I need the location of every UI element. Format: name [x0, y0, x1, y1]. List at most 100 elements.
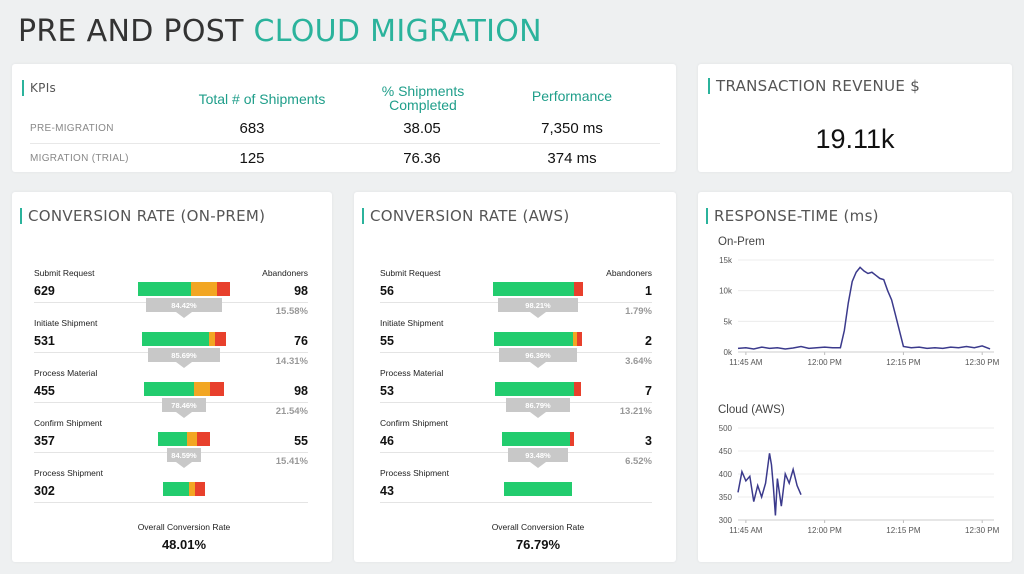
- kpi-header-shipments: Total # of Shipments: [198, 91, 326, 107]
- x-tick-label: 12:30 PM: [965, 526, 1000, 535]
- funnel-conversion-percent: 84.42%: [171, 301, 197, 310]
- funnel-step-label: Initiate Shipment: [34, 318, 98, 328]
- aws-chart-title: Cloud (AWS): [718, 404, 785, 416]
- funnel-bar: [494, 332, 582, 346]
- y-tick-label: 350: [719, 493, 733, 502]
- funnel-bar-completed: [144, 382, 194, 396]
- response-time-card-title: RESPONSE-TIME (ms): [706, 208, 879, 224]
- x-tick-label: 12:00 PM: [808, 358, 843, 367]
- kpi-header-completed: % Shipments Completed: [381, 83, 465, 113]
- funnel-bar-completed: [142, 332, 210, 346]
- onprem-funnel-card: CONVERSION RATE (ON-PREM) Abandoners Subm…: [12, 192, 332, 562]
- kpi-card-title: KPIs: [22, 80, 56, 96]
- onprem-response-chart: 0k 5k 10k 15k 11:45 AM 12:00 PM 12:15 PM 12:30 …: [719, 256, 1000, 367]
- y-tick-label: 300: [719, 516, 733, 525]
- kpi-pre-shipments: 683: [239, 120, 265, 137]
- funnel-connector-arrow: [498, 298, 578, 318]
- funnel-bar-completed: [502, 432, 571, 446]
- y-tick-label: 5k: [724, 317, 733, 326]
- y-tick-label: 0k: [724, 348, 733, 357]
- funnel-connector-arrow: [167, 448, 201, 468]
- funnel-row-divider: [380, 502, 652, 503]
- funnel-bar-abandoned: [215, 332, 226, 346]
- funnel-abandoners-count: 7: [645, 384, 652, 398]
- funnel-connector-arrow: [162, 398, 206, 418]
- aws-funnel-card: CONVERSION RATE (AWS) Abandoners Submit R…: [354, 192, 676, 562]
- funnel-abandoners-percent: 13.21%: [619, 406, 652, 417]
- funnel-bar-completed: [493, 282, 574, 296]
- funnel-bar-abandoned: [196, 432, 210, 446]
- funnel-conversion-percent: 85.69%: [171, 351, 197, 360]
- response-time-card: RESPONSE-TIME (ms) On-Prem 0k 5k 10k 15k 11:…: [698, 192, 1012, 562]
- funnel-abandoners-percent: 14.31%: [275, 356, 308, 367]
- onprem-chart-title: On-Prem: [718, 236, 765, 248]
- kpi-card: KPIs Total # of Shipments % Shipments Co…: [12, 64, 676, 172]
- funnel-bar: [163, 482, 205, 496]
- funnel-step-label: Process Material: [380, 368, 444, 378]
- aws-response-chart: 300 350 400 450 500 11:45 AM 12:00 PM 12:15 PM 1…: [719, 424, 1000, 535]
- response-time-series-line: [737, 453, 802, 516]
- funnel-bar: [144, 382, 224, 396]
- funnel-abandoners-count: 1: [645, 284, 652, 298]
- funnel-abandoners-percent: 15.41%: [275, 456, 308, 467]
- funnel-bar-pending: [193, 382, 211, 396]
- funnel-step-label: Confirm Shipment: [380, 418, 449, 428]
- funnel-conversion-percent: 84.59%: [171, 451, 197, 460]
- funnel-bar-completed: [495, 382, 575, 396]
- funnel-bar: [502, 432, 574, 446]
- funnel-conversion-percent: 98.21%: [525, 301, 551, 310]
- funnel-step-label: Initiate Shipment: [380, 318, 444, 328]
- funnel-step-count: 53: [380, 384, 394, 398]
- funnel-abandoners-percent: 6.52%: [625, 456, 652, 467]
- funnel-bar-pending: [189, 482, 195, 496]
- funnel-step-count: 302: [34, 484, 55, 498]
- kpi-mig-performance: 374 ms: [547, 150, 597, 167]
- funnel-bar-completed: [504, 482, 572, 496]
- funnel-bar-completed: [158, 432, 187, 446]
- funnel-step-label: Confirm Shipment: [34, 418, 103, 428]
- funnel-bar-abandoned: [194, 482, 205, 496]
- funnel-conversion-percent: 78.46%: [171, 401, 197, 410]
- funnel-abandoners-percent: 15.58%: [275, 306, 308, 317]
- onprem-card-title: CONVERSION RATE (ON-PREM): [20, 208, 265, 224]
- onprem-overall-conversion-label: Overall Conversion Rate: [137, 522, 231, 532]
- funnel-bar: [493, 282, 583, 296]
- kpi-mig-shipments: 125: [239, 150, 265, 167]
- funnel-step-label: Process Shipment: [380, 468, 449, 478]
- y-tick-label: 450: [719, 447, 733, 456]
- funnel-bar-pending: [186, 432, 197, 446]
- funnel-abandoners-count: 2: [645, 334, 652, 348]
- funnel-conversion-percent: 96.36%: [525, 351, 551, 360]
- funnel-abandoners-count: 98: [294, 284, 308, 298]
- kpi-pre-completed: 38.05: [403, 120, 441, 137]
- funnel-step-count: 55: [380, 334, 394, 348]
- funnel-step-label: Submit Request: [34, 268, 95, 278]
- funnel-step-count: 531: [34, 334, 55, 348]
- x-tick-label: 12:00 PM: [808, 526, 843, 535]
- y-tick-label: 400: [719, 470, 733, 479]
- funnel-bar: [495, 382, 581, 396]
- funnel-abandoners-count: 55: [294, 434, 308, 448]
- funnel-connector-arrow: [146, 298, 222, 318]
- funnel-abandoners-count: 76: [294, 334, 308, 348]
- kpi-row-label-pre: PRE-MIGRATION: [30, 123, 114, 134]
- response-time-series-line: [737, 266, 991, 350]
- aws-card-title: CONVERSION RATE (AWS): [362, 208, 570, 224]
- funnel-connector-arrow: [499, 348, 577, 368]
- funnel-step-label: Process Material: [34, 368, 98, 378]
- x-tick-label: 11:45 AM: [729, 526, 763, 535]
- kpi-pre-performance: 7,350 ms: [541, 120, 603, 137]
- funnel-step-count: 46: [380, 434, 394, 448]
- funnel-bar: [138, 282, 230, 296]
- funnel-conversion-percent: 86.79%: [525, 401, 551, 410]
- funnel-connector-arrow: [148, 348, 220, 368]
- funnel-bar-completed: [494, 332, 574, 346]
- funnel-step-count: 629: [34, 284, 55, 298]
- funnel-bar: [142, 332, 226, 346]
- x-tick-label: 11:45 AM: [729, 358, 763, 367]
- funnel-abandoners-count: 3: [645, 434, 652, 448]
- funnel-abandoners-count: 98: [294, 384, 308, 398]
- funnel-bar-abandoned: [574, 382, 581, 396]
- funnel-step-count: 357: [34, 434, 55, 448]
- funnel-abandoners-percent: 3.64%: [625, 356, 652, 367]
